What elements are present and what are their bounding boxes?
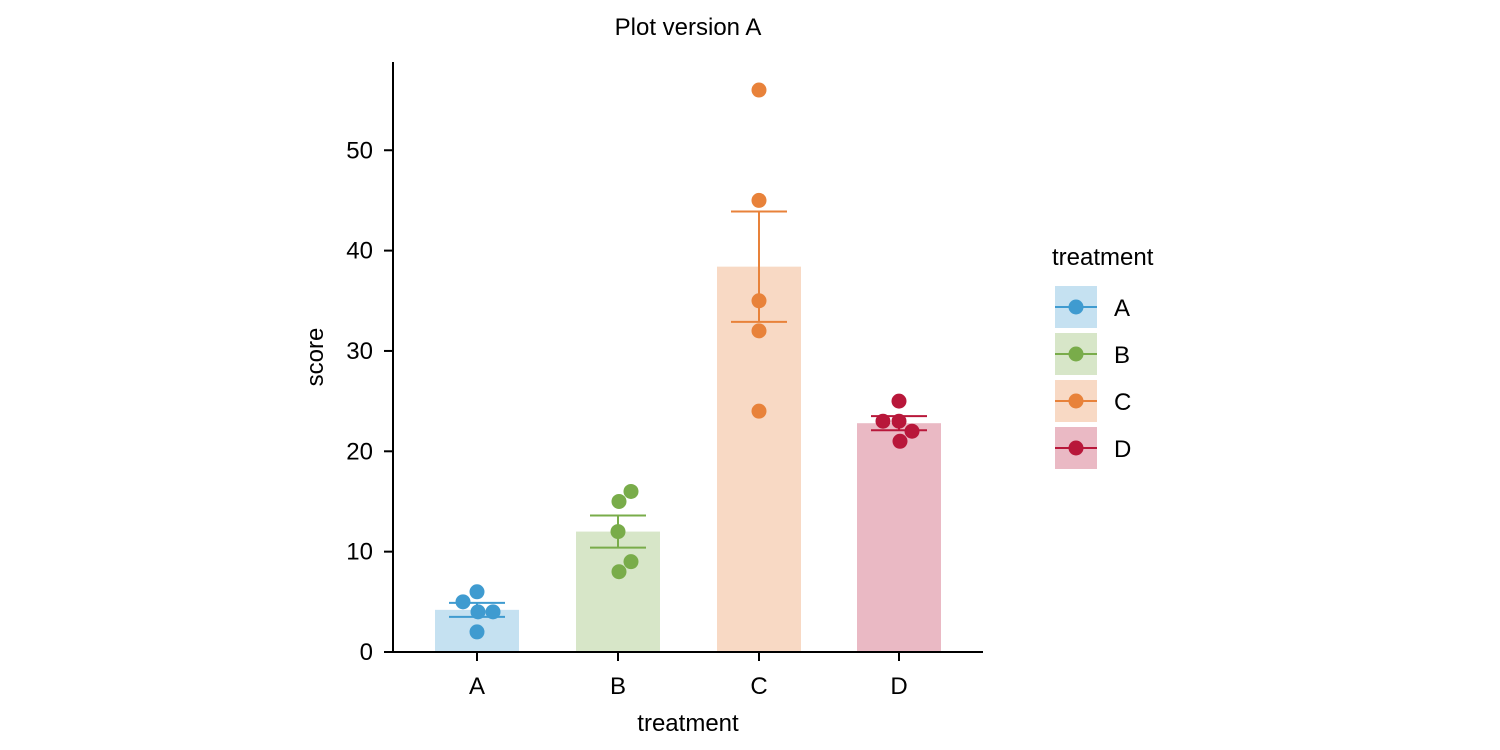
data-point-A (469, 624, 485, 640)
legend-item-A: A (1055, 286, 1130, 328)
legend-label: C (1114, 389, 1131, 416)
x-axis-title: treatment (637, 710, 739, 737)
legend-item-D: D (1055, 427, 1131, 469)
data-point-D (875, 413, 891, 429)
data-point-B (610, 524, 626, 540)
data-point-A (455, 594, 471, 610)
legend-swatch-point (1068, 299, 1084, 315)
x-tick-label: A (469, 673, 485, 700)
legend-swatch-point (1068, 440, 1084, 456)
bar-D (857, 423, 941, 652)
y-tick-label: 40 (346, 238, 373, 265)
legend-label: D (1114, 436, 1131, 463)
y-ticks: 0 10 20 30 40 50 (346, 137, 393, 666)
legend-label: B (1114, 342, 1130, 369)
data-point-B (611, 564, 627, 580)
x-tick-label: B (610, 673, 626, 700)
y-tick-label: 0 (360, 639, 373, 666)
x-tick-label: D (890, 673, 907, 700)
data-point-D (891, 393, 907, 409)
y-tick-label: 50 (346, 137, 373, 164)
x-tick-label: C (750, 673, 767, 700)
legend-swatch-point (1068, 346, 1084, 362)
y-tick-label: 20 (346, 438, 373, 465)
legend-item-C: C (1055, 380, 1131, 422)
data-point-A (470, 604, 486, 620)
data-point-C (751, 323, 767, 339)
data-point-D (891, 413, 907, 429)
data-point-C (751, 403, 767, 419)
data-point-C (751, 293, 767, 309)
y-axis-title: score (302, 328, 329, 387)
data-point-A (469, 584, 485, 600)
chart-title: Plot version A (615, 14, 762, 41)
y-tick-label: 10 (346, 539, 373, 566)
data-point-C (751, 82, 767, 98)
legend-title: treatment (1052, 244, 1154, 271)
data-point-B (611, 493, 627, 509)
points-layer (455, 82, 920, 640)
data-point-A (485, 604, 501, 620)
bars-layer (435, 266, 941, 652)
data-point-B (623, 554, 639, 570)
data-point-D (892, 433, 908, 449)
data-point-B (623, 483, 639, 499)
legend-label: A (1114, 295, 1130, 322)
y-tick-label: 30 (346, 338, 373, 365)
data-point-D (904, 423, 920, 439)
legend-swatch-point (1068, 393, 1084, 409)
bar-B (576, 531, 660, 652)
legend-item-B: B (1055, 333, 1130, 375)
error-bars-layer (449, 210, 927, 618)
x-ticks: A B C D (469, 652, 908, 700)
data-point-C (751, 192, 767, 208)
